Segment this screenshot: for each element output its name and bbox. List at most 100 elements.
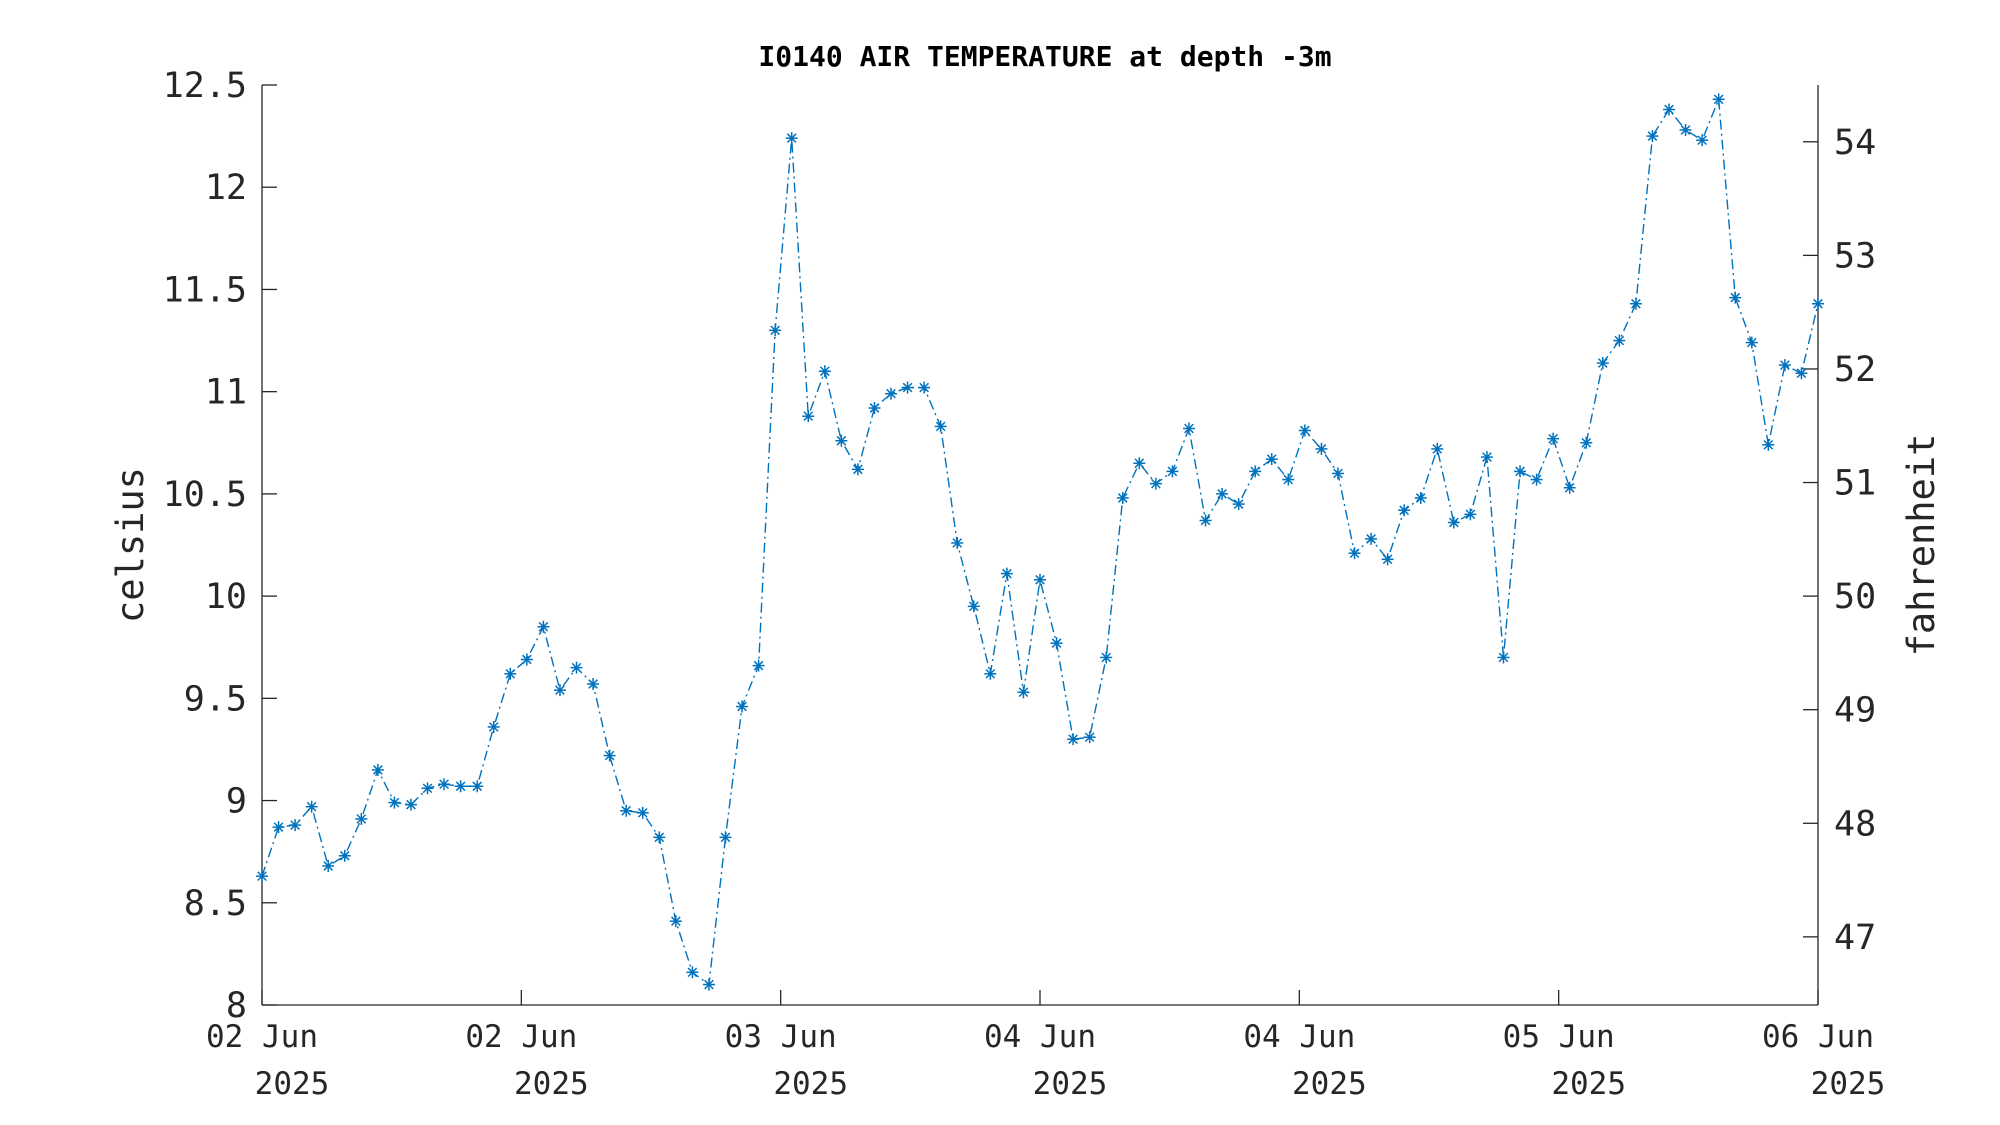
data-point-marker [1000, 567, 1013, 580]
data-point-marker [1199, 514, 1212, 527]
data-point-marker [918, 381, 931, 394]
data-point-marker [1067, 733, 1080, 746]
x-tick-label-year: 2025 [1551, 1066, 1626, 1102]
right-y-tick-label: 54 [1834, 123, 1876, 163]
x-tick-label-day: 02 Jun [465, 1019, 577, 1055]
series-line [261, 99, 1819, 986]
data-point-marker [1629, 297, 1642, 310]
left-y-tick-label: 8.5 [184, 884, 247, 924]
chart-title: I0140 AIR TEMPERATURE at depth -3m [758, 40, 1331, 73]
data-point-marker [322, 859, 335, 872]
data-point-marker [1017, 686, 1030, 699]
data-point-marker [1431, 442, 1444, 455]
right-y-tick-label: 48 [1834, 804, 1876, 844]
data-point-marker [785, 132, 798, 145]
left-y-tick-label: 11.5 [163, 270, 247, 310]
x-tick-label-day: 05 Jun [1503, 1019, 1615, 1055]
left-y-tick-label: 11 [205, 373, 247, 413]
data-point-marker [1778, 359, 1791, 372]
data-point-marker [1265, 453, 1278, 466]
data-point-marker [736, 700, 749, 713]
data-point-marker [1745, 336, 1758, 349]
data-point-marker [1447, 516, 1460, 529]
data-point-marker [272, 821, 285, 834]
data-point-marker [603, 749, 616, 762]
data-point-marker [1712, 93, 1725, 106]
data-point-marker [338, 849, 351, 862]
data-point-marker [454, 780, 467, 793]
data-point-marker [1613, 334, 1626, 347]
data-point-marker [653, 831, 666, 844]
data-point-marker [835, 434, 848, 447]
plot-axes [261, 85, 1819, 1006]
data-point-marker [885, 387, 898, 400]
data-point-marker [289, 819, 302, 832]
x-tick-label-year: 2025 [1811, 1066, 1886, 1102]
data-point-marker [1480, 451, 1493, 464]
right-y-tick-label: 47 [1834, 918, 1876, 958]
data-point-marker [1348, 547, 1361, 560]
data-point-marker [1249, 465, 1262, 478]
data-point-marker [305, 800, 318, 813]
left-y-tick-label: 9 [226, 782, 247, 822]
data-point-marker [355, 812, 368, 825]
data-point-marker [1298, 424, 1311, 437]
x-tick-label-year: 2025 [514, 1066, 589, 1102]
data-point-marker [1646, 130, 1659, 143]
data-point-marker [1133, 457, 1146, 470]
right-y-tick-label: 52 [1834, 350, 1876, 390]
x-tick-label-year: 2025 [1033, 1066, 1108, 1102]
data-point-marker [1729, 291, 1742, 304]
data-point-marker [520, 653, 533, 666]
data-point-marker [371, 763, 384, 776]
x-tick-label-day: 04 Jun [984, 1019, 1096, 1055]
data-point-marker [1464, 508, 1477, 521]
x-tick-label-day: 02 Jun [206, 1019, 318, 1055]
data-point-marker [1149, 477, 1162, 490]
data-point-marker [388, 796, 401, 809]
data-point-marker [669, 915, 682, 928]
data-point-marker [438, 778, 451, 791]
data-point-marker [951, 536, 964, 549]
y-axis-label-left: celsius [109, 467, 152, 623]
data-point-marker [769, 324, 782, 337]
data-point-marker [1497, 651, 1510, 664]
data-point-marker [868, 402, 881, 415]
data-point-marker [967, 600, 980, 613]
data-point-marker [686, 966, 699, 979]
right-y-tick-label: 53 [1834, 236, 1876, 276]
x-tick-label-year: 2025 [255, 1066, 330, 1102]
data-point-marker [421, 782, 434, 795]
data-point-marker [901, 381, 914, 394]
data-point-marker [1580, 436, 1593, 449]
data-point-marker [1679, 123, 1692, 136]
x-tick-label-day: 03 Jun [725, 1019, 837, 1055]
data-point-marker [752, 659, 765, 672]
x-tick-label-year: 2025 [773, 1066, 848, 1102]
data-point-marker [1315, 442, 1328, 455]
data-point-marker [1795, 367, 1808, 380]
data-point-marker [1563, 481, 1576, 494]
data-point-marker [1547, 432, 1560, 445]
left-y-tick-label: 10.5 [163, 475, 247, 515]
data-point-marker [587, 678, 600, 691]
data-point-marker [1216, 487, 1229, 500]
data-point-marker [1100, 651, 1113, 664]
data-point-marker [1182, 422, 1195, 435]
data-point-marker [1812, 297, 1824, 310]
data-point-marker [487, 720, 500, 733]
left-y-tick-label: 10 [205, 577, 247, 617]
data-point-marker [537, 620, 550, 633]
right-y-tick-label: 49 [1834, 691, 1876, 731]
data-point-marker [256, 870, 268, 883]
left-y-tick-label: 9.5 [184, 679, 247, 719]
y-axis-label-right: fahrenheit [1900, 434, 1943, 657]
data-point-marker [570, 661, 583, 674]
data-point-marker [1381, 553, 1394, 566]
data-point-marker [802, 410, 815, 423]
data-point-marker [702, 978, 715, 991]
data-point-marker [471, 780, 484, 793]
data-point-marker [1232, 498, 1245, 511]
data-point-marker [1116, 491, 1129, 504]
